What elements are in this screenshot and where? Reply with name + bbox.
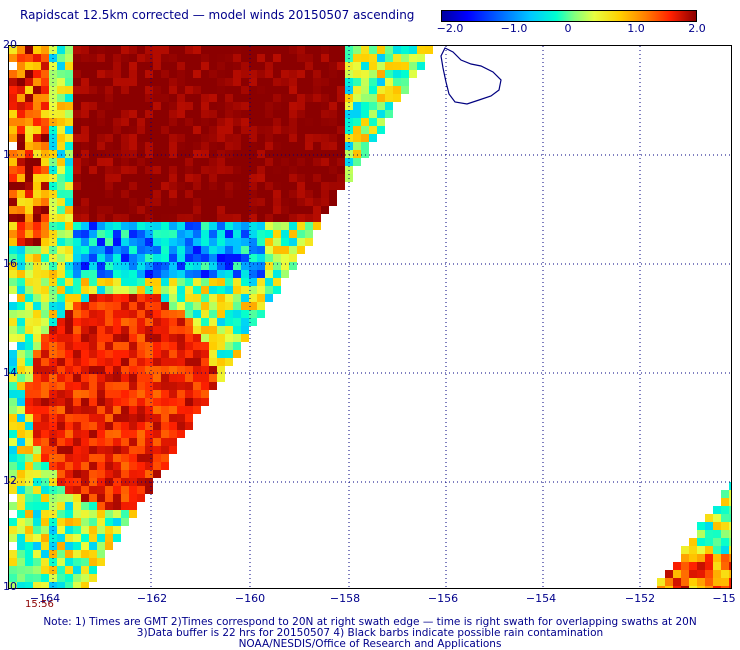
lon-tick-label: −154 bbox=[525, 592, 557, 605]
footnote-line-1: Note: 1) Times are GMT 2)Times correspon… bbox=[43, 616, 697, 628]
colorbar-label: −2.0 bbox=[436, 22, 464, 35]
island-coastline bbox=[440, 47, 502, 105]
lon-tick-label: −15 bbox=[712, 592, 736, 605]
lat-tick-label: 10 bbox=[3, 580, 17, 593]
map-canvas bbox=[9, 46, 731, 588]
lat-tick-label: 12 bbox=[3, 474, 17, 487]
colorbar-label: 1.0 bbox=[627, 22, 645, 35]
lat-tick-label: 1 bbox=[3, 148, 10, 161]
lon-tick-label: −156 bbox=[427, 592, 459, 605]
map-plot-area[interactable] bbox=[8, 45, 732, 589]
colorbar-label: −1.0 bbox=[500, 22, 528, 35]
map-title: Rapidscat 12.5km corrected — model winds… bbox=[20, 8, 415, 22]
lat-tick-label: 16 bbox=[3, 257, 17, 270]
swath-time-label: 15:56 bbox=[25, 599, 54, 610]
lon-tick-label: −164 bbox=[29, 592, 61, 605]
colorbar-label: 2.0 bbox=[688, 22, 706, 35]
colorbar-label: 0 bbox=[564, 22, 572, 35]
lat-tick-label: 20 bbox=[3, 38, 17, 51]
lat-tick-label: 14 bbox=[3, 366, 17, 379]
lon-tick-label: −160 bbox=[234, 592, 266, 605]
lon-tick-label: −158 bbox=[329, 592, 361, 605]
wind-difference-swath bbox=[9, 46, 731, 588]
footnote-line-3: NOAA/NESDIS/Office of Research and Appli… bbox=[238, 638, 502, 650]
footnote-line-2: 3)Data buffer is 22 hrs for 20150507 4) … bbox=[136, 627, 604, 639]
lat-lon-grid bbox=[9, 46, 731, 588]
lon-tick-label: −162 bbox=[136, 592, 168, 605]
colorbar-gradient bbox=[441, 10, 697, 22]
lon-tick-label: −152 bbox=[624, 592, 656, 605]
